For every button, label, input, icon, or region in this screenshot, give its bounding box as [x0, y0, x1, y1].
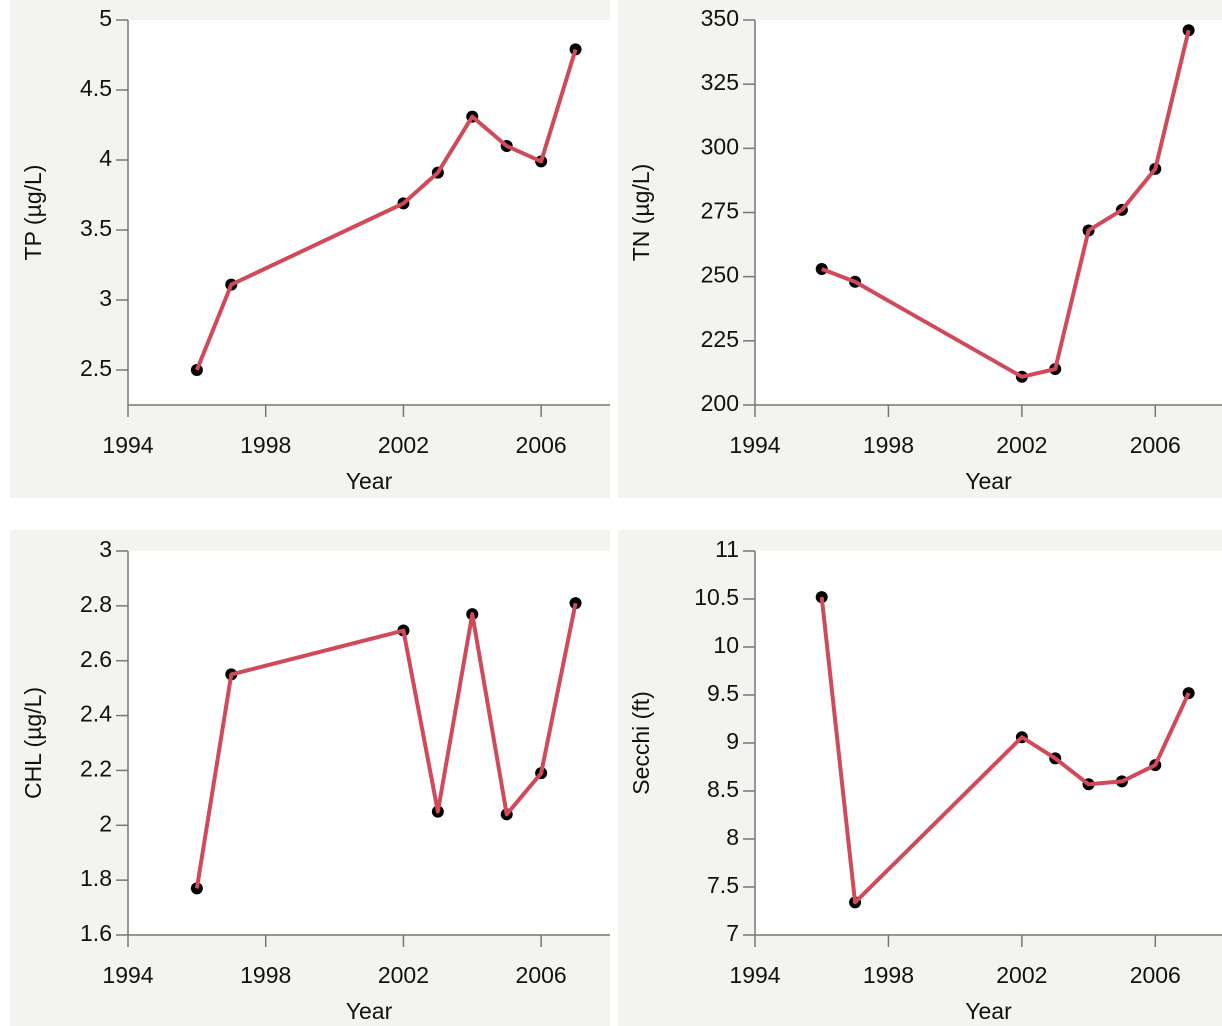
- x-tick-label: 1998: [240, 432, 291, 458]
- chart-panel: 200 225 250 275 300 325 350 1994 1998 2002 2006 Yea…: [618, 0, 1222, 498]
- y-tick-label: 1.6: [80, 920, 112, 946]
- y-tick-label: 8.5: [707, 776, 739, 802]
- x-tick-label: 1994: [729, 432, 780, 458]
- plot-area: [755, 551, 1222, 935]
- y-tick-label: 5: [99, 5, 112, 31]
- x-tick-label: 1998: [240, 962, 291, 988]
- y-tick-label: 2.6: [80, 646, 112, 672]
- y-tick-label: 2.5: [80, 355, 112, 381]
- data-line: [195, 48, 578, 371]
- y-tick-label: 7.5: [707, 872, 739, 898]
- y-axis-label: Secchi (ft): [628, 691, 654, 795]
- chart-panel: 1.6 1.8 2 2.2 2.4 2.6 2.8 3 1994 1998 2002 2006 Year…: [10, 530, 610, 1026]
- chart-panel: 7 7.5 8 8.5 9 9.5 10 10.5 11 1994 1998 2002 2006 Year…: [618, 530, 1222, 1026]
- y-tick-label: 2: [99, 810, 112, 836]
- y-tick-label: 2.2: [80, 756, 112, 782]
- y-tick-label: 9.5: [707, 680, 739, 706]
- y-tick-label: 9: [726, 728, 739, 754]
- x-axis-label: Year: [346, 998, 393, 1024]
- x-tick-label: 2002: [996, 432, 1047, 458]
- y-tick-label: 2.8: [80, 591, 112, 617]
- data-line: [820, 29, 1191, 379]
- x-axis-label: Year: [965, 998, 1012, 1024]
- x-tick-label: 2006: [1130, 432, 1181, 458]
- data-line: [194, 602, 578, 889]
- y-tick-label: 4: [99, 145, 112, 171]
- y-tick-label: 2.4: [80, 701, 112, 727]
- x-tick-label: 2002: [996, 962, 1047, 988]
- plot-area: [128, 20, 610, 405]
- y-tick-label: 3.5: [80, 215, 112, 241]
- y-tick-label: 11: [715, 536, 739, 562]
- y-tick-label: 1.8: [80, 865, 112, 891]
- y-tick-label: 200: [701, 390, 739, 416]
- y-tick-label: 8: [726, 824, 739, 850]
- x-tick-label: 1994: [729, 962, 780, 988]
- x-tick-label: 2002: [378, 962, 429, 988]
- y-tick-label: 325: [701, 69, 739, 95]
- y-tick-label: 250: [701, 262, 739, 288]
- y-tick-label: 225: [701, 326, 739, 352]
- y-axis-label: TN (µg/L): [628, 164, 654, 262]
- y-tick-label: 10: [713, 632, 739, 658]
- y-tick-label: 4.5: [80, 75, 112, 101]
- x-tick-label: 2006: [516, 432, 567, 458]
- y-tick-label: 300: [701, 133, 739, 159]
- plot-area: [755, 20, 1222, 405]
- x-axis-label: Year: [346, 468, 393, 494]
- x-tick-label: 2006: [1130, 962, 1181, 988]
- x-tick-label: 1994: [102, 432, 153, 458]
- plot-area: [128, 551, 610, 935]
- y-tick-label: 350: [701, 5, 739, 31]
- chart-panel: 2.5 3 3.5 4 4.5 5 1994 1998 2002 2006 Year TP (µg/L…: [10, 0, 610, 498]
- x-tick-label: 2002: [378, 432, 429, 458]
- x-tick-label: 1998: [863, 962, 914, 988]
- y-tick-label: 7: [726, 920, 739, 946]
- y-tick-label: 3: [99, 536, 112, 562]
- y-axis-label: CHL (µg/L): [20, 687, 46, 799]
- x-tick-label: 1994: [102, 962, 153, 988]
- x-tick-label: 2006: [516, 962, 567, 988]
- y-tick-label: 275: [701, 198, 739, 224]
- y-tick-label: 10.5: [694, 584, 739, 610]
- data-line: [819, 596, 1191, 905]
- x-axis-label: Year: [965, 468, 1012, 494]
- y-tick-label: 3: [99, 285, 112, 311]
- x-tick-label: 1998: [863, 432, 914, 458]
- y-axis-label: TP (µg/L): [20, 165, 46, 261]
